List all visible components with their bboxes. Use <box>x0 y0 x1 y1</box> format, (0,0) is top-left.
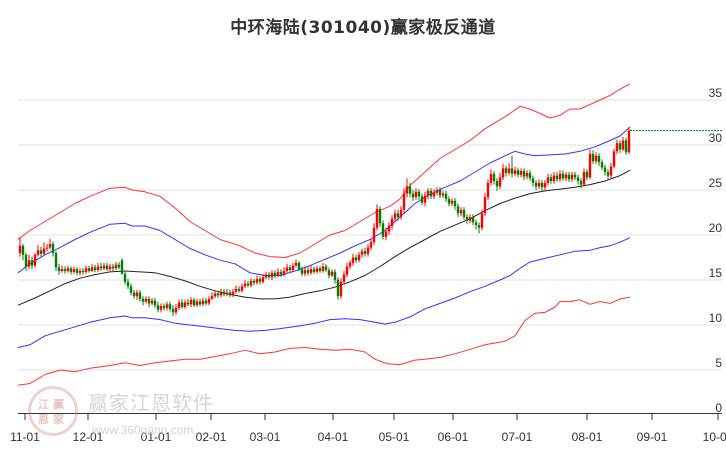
channel-bands <box>17 83 631 386</box>
y-tick-label: 15 <box>709 266 723 280</box>
watermark-url: www.360gann.com <box>92 423 194 437</box>
x-tick-label: 11-01 <box>10 430 40 444</box>
watermark-brand: 赢家江恩软件 <box>88 391 214 415</box>
candles <box>18 127 631 316</box>
outer_lower-line <box>17 296 631 386</box>
x-tick-label: 10-01 <box>703 430 726 444</box>
axes: 0 5 10 15 20 25 30 35 11-01 12-01 01-01 02-01 03-01 0… <box>10 86 726 444</box>
x-tick-label: 03-01 <box>250 430 281 444</box>
y-tick-label: 10 <box>709 311 723 325</box>
x-tick-label: 09-01 <box>637 430 668 444</box>
x-tick-label: 07-01 <box>502 430 533 444</box>
watermark-logo-icon: 江 赢 恩 家 <box>28 386 78 436</box>
y-tick-label: 0 <box>715 401 722 415</box>
grid-lines <box>18 99 722 371</box>
y-tick-label: 30 <box>709 131 723 145</box>
y-tick-label: 20 <box>709 221 723 235</box>
y-tick-label: 5 <box>715 356 722 370</box>
y-tick-label: 25 <box>709 176 723 190</box>
inner_lower-line <box>17 237 631 348</box>
outer_upper-line <box>17 83 631 258</box>
x-tick-label: 01-01 <box>141 430 172 444</box>
chart-title: 中环海陆(301040)赢家极反通道 <box>230 18 496 38</box>
x-tick-label: 02-01 <box>196 430 227 444</box>
x-tick-label: 08-01 <box>572 430 603 444</box>
x-tick-label: 06-01 <box>438 430 469 444</box>
x-tick-label: 12-01 <box>73 430 104 444</box>
x-tick-label: 04-01 <box>318 430 349 444</box>
y-tick-label: 35 <box>709 86 723 100</box>
x-tick-label: 05-01 <box>379 430 410 444</box>
inner_upper-line <box>17 126 631 276</box>
